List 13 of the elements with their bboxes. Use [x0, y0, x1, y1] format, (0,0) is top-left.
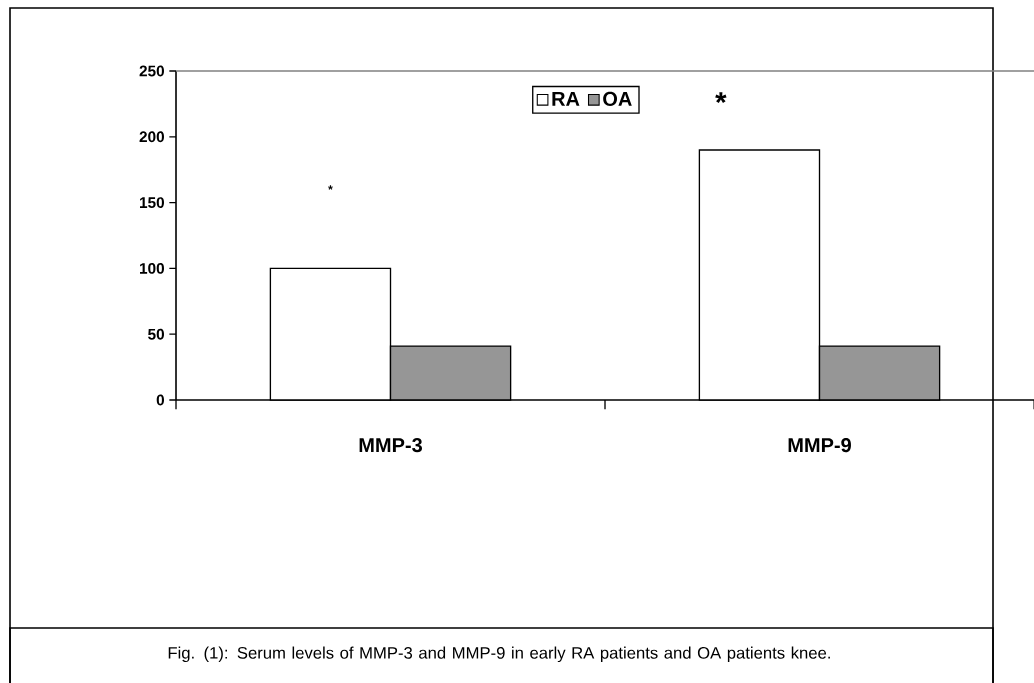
y-tick-label: 200 [139, 131, 164, 143]
text: Fig. (1): Serum levels of MMP-3 and MMP-9 in early RA patients and OA patients knee. [168, 646, 830, 663]
y-tick-label: 150 [140, 197, 164, 209]
y-tick-label: 0 [156, 394, 164, 406]
y-tick-label: 100 [140, 262, 164, 274]
y-tick-label: 250 [139, 65, 164, 77]
legend-label: OA [603, 91, 632, 106]
x-tick-label: MMP-9 [788, 438, 851, 453]
x-tick-label: MMP-3 [359, 438, 422, 453]
annotation: * [328, 185, 333, 190]
y-tick-label: 50 [148, 328, 164, 340]
legend-label: RA [552, 91, 580, 106]
annotation: * [715, 92, 727, 104]
